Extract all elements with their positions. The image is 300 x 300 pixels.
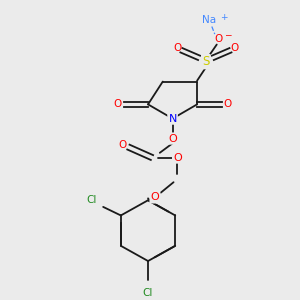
- Text: O: O: [118, 140, 127, 150]
- Text: Cl: Cl: [143, 288, 153, 298]
- Text: O: O: [224, 99, 232, 110]
- Text: O: O: [113, 99, 122, 110]
- Text: O: O: [214, 34, 223, 44]
- Text: S: S: [202, 55, 210, 68]
- Text: N: N: [168, 114, 177, 124]
- Text: O: O: [173, 43, 181, 53]
- Text: O: O: [151, 192, 159, 203]
- Text: Na: Na: [202, 15, 216, 25]
- Text: +: +: [220, 13, 227, 22]
- Text: O: O: [173, 152, 182, 163]
- Text: −: −: [224, 31, 231, 40]
- Text: O: O: [168, 134, 177, 143]
- Text: Cl: Cl: [86, 195, 97, 205]
- Text: O: O: [230, 43, 238, 53]
